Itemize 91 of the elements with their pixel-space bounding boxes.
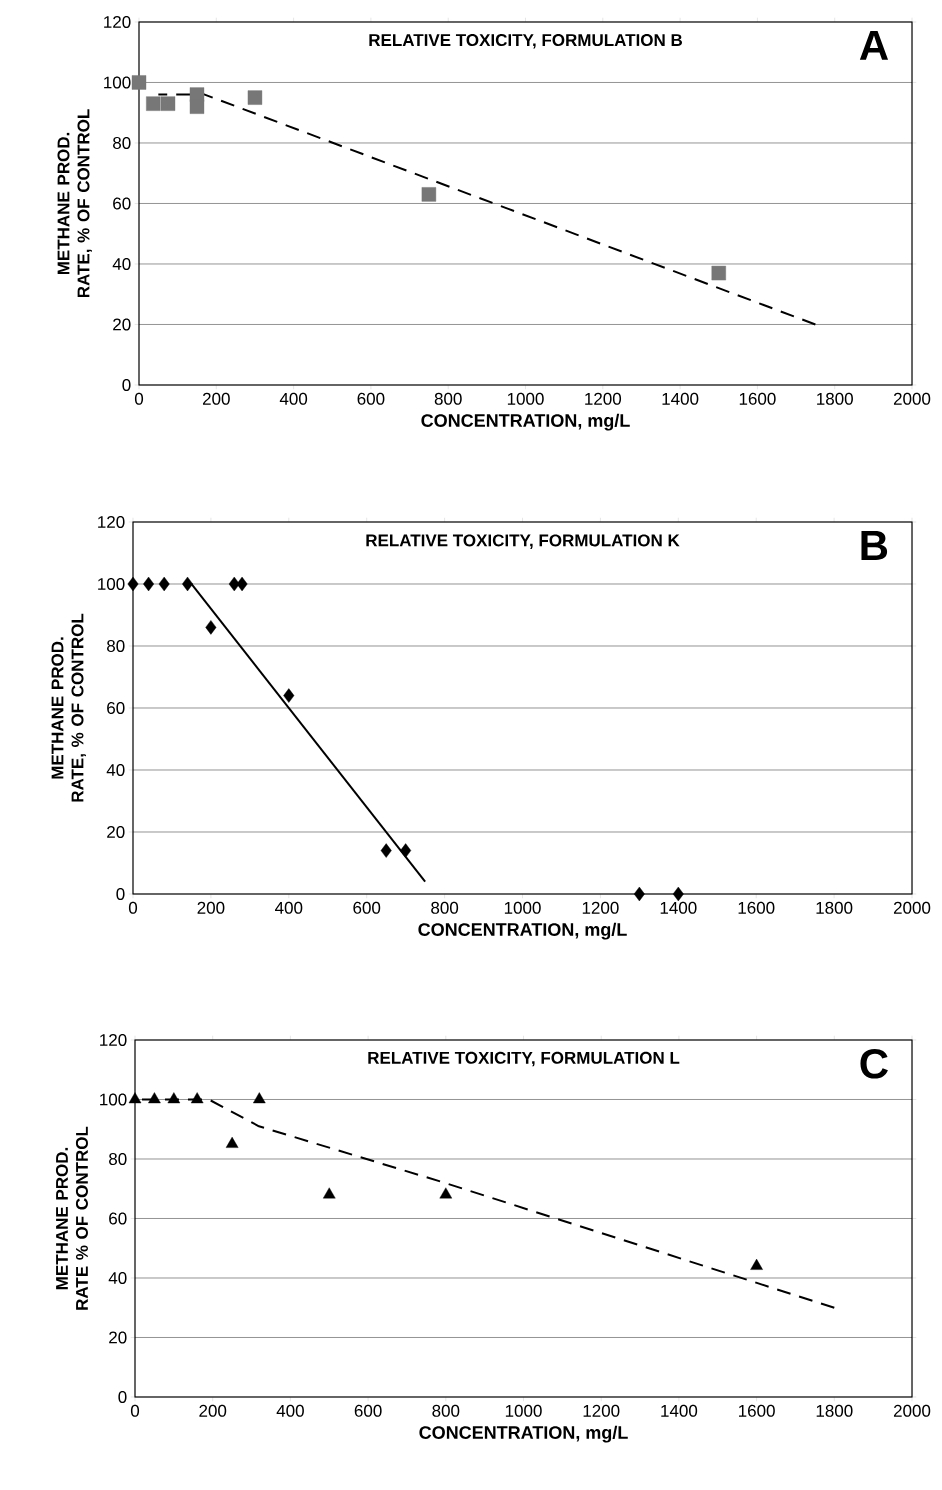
y-tick-label: 60 [109,1212,127,1225]
y-tick-label: 20 [107,825,125,839]
point [131,75,147,90]
y-axis-title: METHANE PROD. RATE, % OF CONTROL [51,613,86,802]
x-tick-label: 2000 [893,1404,931,1417]
point [160,96,176,111]
x-tick-label: 200 [202,392,230,405]
y-tick-label: 120 [100,1033,127,1047]
x-tick-label: 400 [275,901,303,914]
point [146,96,161,111]
point [253,1092,266,1104]
y-tick-label: 80 [113,136,131,150]
point [247,90,263,105]
point [189,99,205,114]
point [283,688,295,703]
y-axis-title: METHANE PROD. RATE, % OF CONTROL [57,109,92,298]
y-tick-label: 60 [113,197,131,210]
x-tick-label: 1600 [739,1404,775,1417]
y-tick-label: 40 [112,257,131,271]
point [167,1092,181,1104]
y-tick-label: 80 [107,639,125,653]
x-tick-label: 1200 [585,392,622,405]
annotation: B [861,531,888,560]
x-tick-label: 400 [276,1404,304,1417]
y-tick-label: 0 [122,378,131,392]
x-tick-label: 1400 [661,1404,698,1417]
y-tick-label: 60 [107,701,125,715]
y-tick-label: 40 [108,1271,127,1285]
point [633,886,645,902]
x-tick-label: 800 [434,392,462,405]
text: RELATIVE TOXICITY, FORMULATION K [366,534,680,549]
x-tick-label: 2000 [893,392,931,405]
x-tick-label: 1800 [817,392,853,405]
x-axis-title: CONCENTRATION, mg/L [421,413,630,431]
x-axis-title: CONCENTRATION, mg/L [419,1425,628,1443]
x-tick-label: 200 [197,901,225,914]
x-tick-label: 1200 [583,1404,620,1417]
point [421,187,437,202]
y-tick-label: 0 [118,1390,127,1404]
point [127,576,139,592]
x-tick-label: 600 [357,392,385,405]
point [190,1092,204,1104]
y-tick-label: 40 [106,763,125,777]
y-tick-label: 0 [116,887,125,901]
x-tick-label: 1400 [660,901,697,914]
x-tick-label: 800 [432,1404,460,1417]
x-tick-label: 1800 [816,1404,853,1417]
point [322,1187,336,1199]
point [143,576,155,592]
x-tick-label: 1600 [739,392,776,405]
point [128,1092,142,1104]
x-tick-label: 1000 [505,1404,542,1417]
x-tick-label: 400 [279,392,308,405]
x-tick-label: 1000 [504,901,541,914]
point [380,843,392,858]
y-tick-label: 20 [109,1331,127,1344]
x-tick-label: 1600 [738,901,775,914]
x-tick-label: 0 [130,1404,140,1417]
y-tick-label: 100 [104,76,131,89]
x-tick-label: 1000 [507,392,544,405]
point [439,1187,453,1199]
x-axis-title: CONCENTRATION, mg/L [418,922,627,940]
annotation: A [859,30,889,60]
point [158,576,170,592]
y-tick-label: 120 [104,15,131,29]
point [236,576,248,592]
x-tick-label: 800 [431,901,459,914]
x-tick-label: 1200 [582,901,619,914]
x-tick-label: 0 [134,392,144,405]
point [400,843,412,858]
point [148,1092,161,1104]
y-tick-label: 100 [100,1093,127,1106]
point [750,1258,763,1270]
y-tick-label: 20 [113,318,131,331]
x-tick-label: 600 [353,901,381,914]
point [672,886,684,902]
x-tick-label: 200 [199,1404,227,1417]
point [711,265,726,281]
point [205,620,217,635]
annotation: C [860,1048,888,1079]
y-axis-title: METHANE PROD. RATE % OF CONTROL [55,1126,88,1310]
point [225,1136,239,1148]
x-tick-label: 2000 [893,901,931,914]
x-tick-label: 1400 [662,392,699,405]
text: RELATIVE TOXICITY, FORMULATION L [368,1051,680,1067]
text: RELATIVE TOXICITY, FORMULATION B [369,34,683,49]
y-tick-label: 100 [98,577,125,591]
x-tick-label: 1800 [816,901,853,914]
y-tick-label: 80 [109,1152,127,1166]
x-tick-label: 600 [354,1404,382,1417]
y-tick-label: 120 [98,515,125,529]
